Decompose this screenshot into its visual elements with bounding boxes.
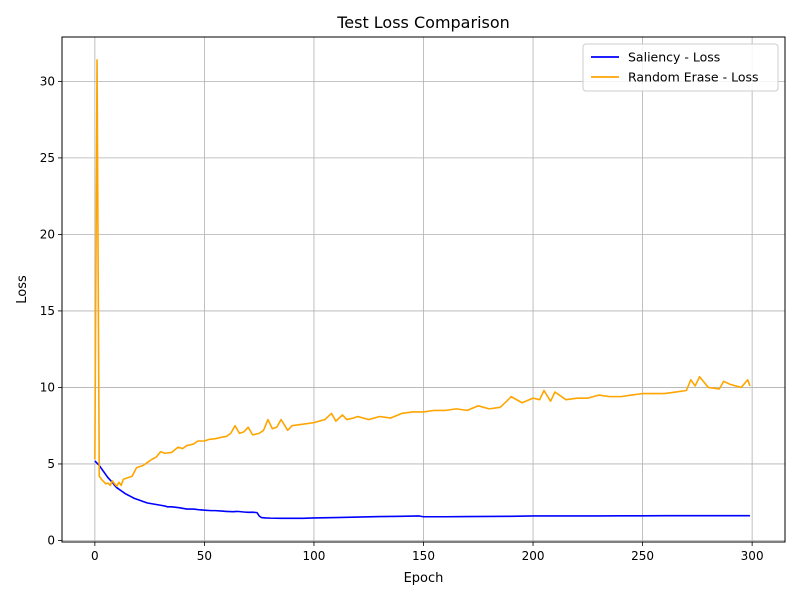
y-tick-label: 30: [40, 74, 55, 88]
grid: [62, 37, 785, 542]
legend-box: [582, 43, 779, 92]
x-tick-label: 0: [91, 549, 99, 563]
legend: Saliency - Loss Random Erase - Loss: [582, 43, 779, 92]
y-tick-label: 25: [40, 151, 55, 165]
chart-title: Test Loss Comparison: [336, 13, 510, 32]
x-tick-label: 250: [631, 549, 654, 563]
legend-label: Saliency - Loss: [628, 50, 720, 65]
legend-label: Random Erase - Loss: [628, 70, 759, 85]
series-line-random-erase: [94, 59, 751, 487]
x-tick-label: 200: [522, 549, 545, 563]
x-tick-label: 150: [412, 549, 435, 563]
y-tick-label: 0: [47, 533, 55, 547]
x-tick-label: 50: [197, 549, 212, 563]
y-axis-label: Loss: [15, 275, 30, 304]
x-tick-label: 300: [741, 549, 764, 563]
y-tick-label: 5: [47, 457, 55, 471]
x-axis-label: Epoch: [404, 571, 444, 586]
series-lines: [94, 59, 751, 520]
y-tick-label: 15: [40, 304, 55, 318]
axis-ticks: 0 50 100 150 200 250 300 0 5 10 15 20 25 30: [40, 74, 764, 563]
x-tick-label: 100: [303, 549, 326, 563]
series-line-saliency: [94, 460, 750, 520]
y-tick-label: 20: [40, 227, 55, 241]
y-tick-label: 10: [40, 380, 55, 394]
